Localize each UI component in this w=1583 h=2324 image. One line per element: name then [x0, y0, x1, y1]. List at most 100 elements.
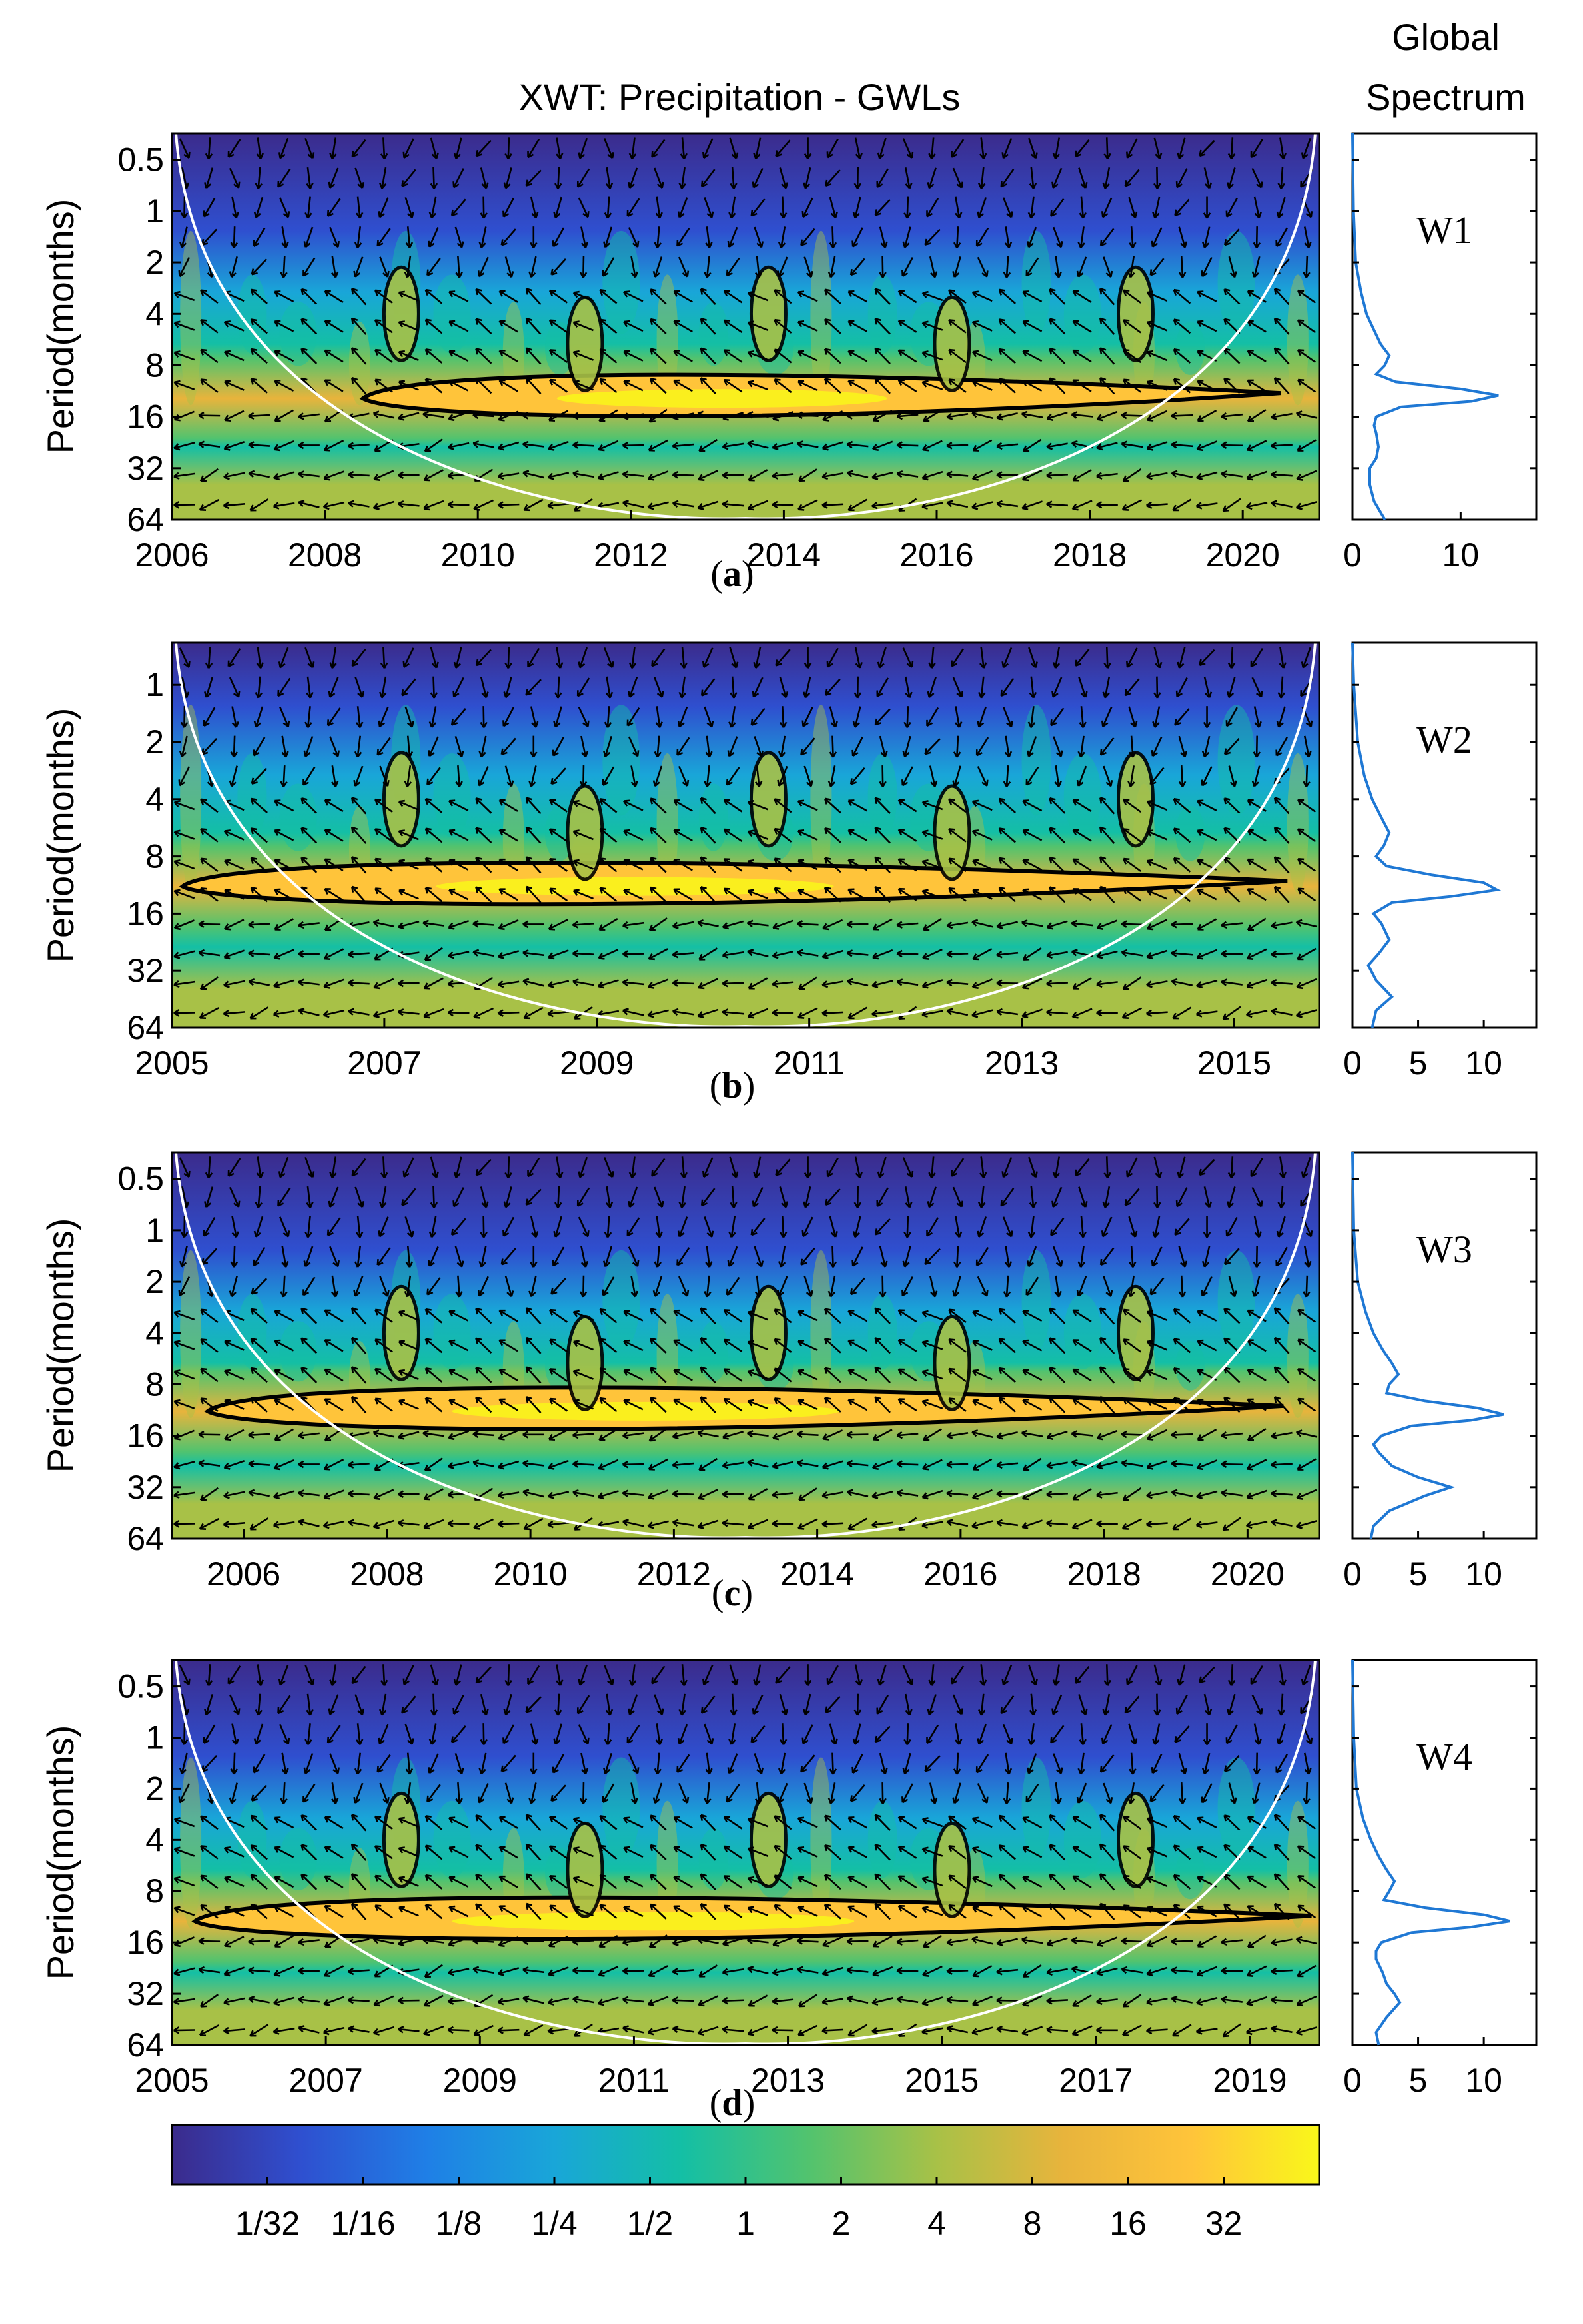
phase-arrow	[173, 504, 195, 506]
phase-arrowhead	[921, 290, 929, 298]
phase-arrow	[1246, 1010, 1268, 1016]
phase-arrowhead	[572, 380, 580, 388]
phase-arrowhead	[281, 1768, 289, 1775]
phase-arrow	[724, 349, 743, 363]
phase-arrowhead	[1255, 1708, 1263, 1715]
phase-arrowhead	[797, 1876, 805, 1883]
phase-arrow	[724, 1338, 743, 1353]
phase-arrowhead	[224, 1940, 231, 1948]
phase-arrow	[772, 442, 794, 449]
phase-arrowhead	[1197, 888, 1204, 895]
phase-arrow	[174, 801, 195, 811]
phase-arrowhead	[1121, 1459, 1128, 1467]
phase-arrowhead	[324, 1368, 331, 1375]
phase-arrowhead	[823, 1367, 831, 1374]
phase-arrow	[526, 1844, 542, 1861]
phase-arrow	[430, 1664, 438, 1686]
phase-arrowhead	[1197, 1905, 1204, 1912]
phase-arrowhead	[525, 1814, 533, 1821]
phase-arrowhead	[1123, 1367, 1130, 1375]
phase-arrowhead	[548, 1397, 556, 1405]
phase-arrowhead	[830, 721, 838, 728]
phase-arrowhead	[1253, 1768, 1261, 1775]
phase-arrow	[448, 1399, 469, 1411]
phase-arrow	[1123, 1308, 1141, 1323]
phase-arrow	[1130, 1752, 1134, 1774]
phase-arrowhead	[1003, 1291, 1011, 1298]
phase-arrowhead	[723, 799, 731, 806]
phase-arrowhead	[431, 1679, 439, 1686]
phase-arrowhead	[1273, 317, 1281, 325]
phase-arrowhead	[1103, 153, 1111, 160]
phase-arrowhead	[678, 1709, 686, 1716]
phase-arrow	[356, 1216, 361, 1238]
phase-arrowhead	[203, 1230, 210, 1237]
phase-arrowhead	[823, 1903, 831, 1911]
phase-arrow	[223, 1011, 245, 1015]
phase-arrow	[872, 1459, 893, 1469]
phase-arrow	[726, 767, 740, 785]
phase-arrowhead	[871, 472, 879, 480]
phase-arrowhead	[996, 413, 1003, 421]
phase-arrow	[507, 1156, 510, 1178]
phase-arrow	[999, 887, 1016, 903]
phase-arrow	[897, 922, 919, 927]
phase-arrowhead	[623, 1846, 630, 1854]
phase-arrowhead	[605, 1709, 614, 1716]
phase-arrowhead	[1022, 379, 1029, 387]
phase-arrowhead	[1151, 1260, 1159, 1267]
phase-arrow	[1274, 886, 1290, 903]
phase-arrow	[952, 1186, 963, 1208]
phase-arrowhead	[1301, 661, 1309, 669]
phase-arrow	[1147, 1966, 1168, 1976]
phase-arrowhead	[800, 748, 807, 756]
phase-arrowhead	[1273, 347, 1281, 354]
phase-arrowhead	[855, 1172, 863, 1178]
phase-arrows	[173, 647, 1318, 1020]
phase-arrow	[223, 1491, 245, 1497]
phase-arrow	[300, 1367, 318, 1383]
phase-arrowhead	[727, 1767, 735, 1774]
phase-arrow	[1030, 1186, 1035, 1208]
phase-arrow	[729, 1156, 738, 1178]
phase-arrowhead	[1147, 1940, 1154, 1948]
phase-arrow	[1123, 887, 1141, 902]
phase-arrow	[1171, 980, 1193, 986]
phase-arrow	[1000, 1695, 1015, 1714]
phase-arrowhead	[1046, 1997, 1053, 2005]
phase-arrow	[1147, 919, 1167, 930]
phase-arrow	[224, 830, 245, 841]
phase-arrow	[257, 1156, 262, 1178]
phase-arrow	[1099, 797, 1115, 815]
phase-arrow	[1080, 196, 1085, 218]
phase-arrowhead	[1022, 1310, 1029, 1317]
phase-arrow	[602, 1783, 615, 1803]
phase-arrowhead	[682, 1796, 690, 1804]
phase-arrowhead	[971, 350, 979, 358]
phase-arrowhead	[480, 1739, 488, 1745]
phase-arrowhead	[599, 798, 606, 805]
phase-arrowhead	[921, 1817, 929, 1824]
phase-arrow	[224, 1460, 245, 1469]
phase-arrow	[1275, 1246, 1288, 1266]
phase-arrowhead	[698, 982, 705, 990]
phase-arrowhead	[582, 1737, 590, 1744]
phase-arrowhead	[796, 411, 803, 420]
phase-arrow	[948, 828, 967, 843]
phase-arrow	[1021, 921, 1043, 927]
phase-arrow	[798, 468, 817, 482]
phase-arrowhead	[971, 1429, 979, 1437]
phase-arrow	[1296, 501, 1318, 509]
phase-arrow	[772, 1998, 794, 2003]
phase-arrowhead	[397, 471, 404, 479]
phase-arrow	[475, 827, 492, 844]
phase-arrow	[424, 1964, 443, 1978]
phase-arrowhead	[1075, 1169, 1082, 1176]
phase-arrowhead	[822, 1940, 829, 1948]
phase-arrowhead	[1222, 1013, 1229, 1020]
phase-arrow	[847, 1462, 869, 1467]
phase-arrow	[1180, 765, 1184, 787]
phase-arrowhead	[650, 1903, 657, 1911]
phase-arrow	[947, 1492, 969, 1496]
